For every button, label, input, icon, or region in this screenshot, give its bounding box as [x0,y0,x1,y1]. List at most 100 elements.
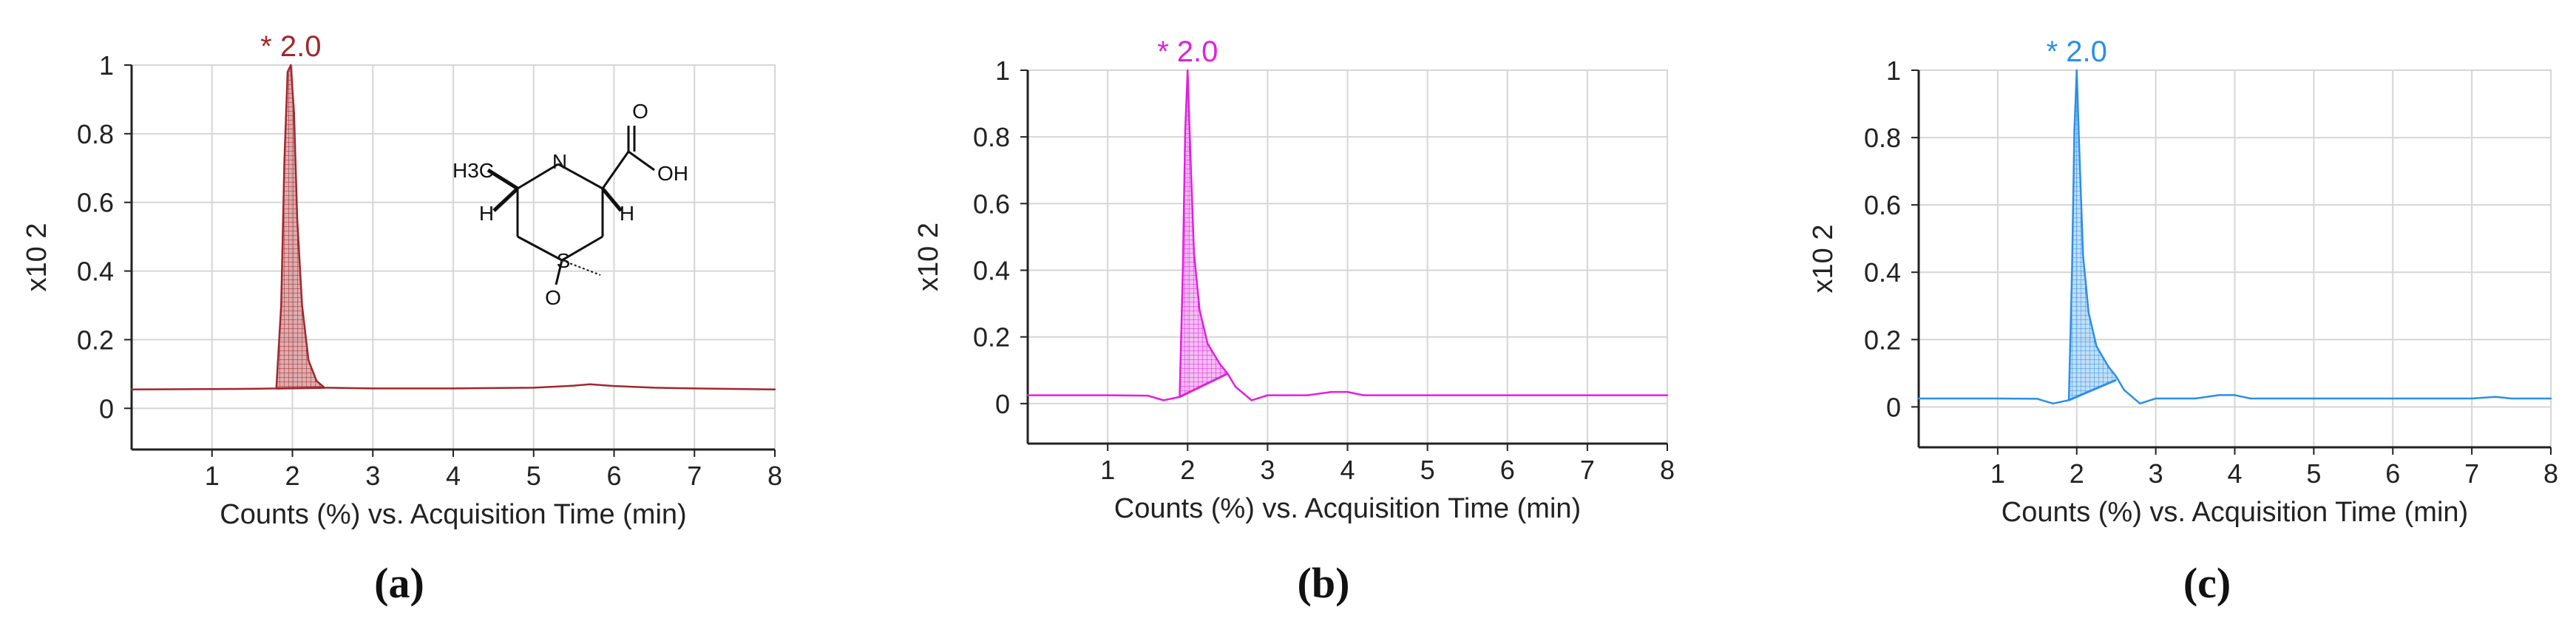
data-point [2123,389,2126,391]
data-point [283,160,285,163]
data-point [315,379,318,382]
x-tick-label: 4 [2227,458,2242,489]
data-point [2313,397,2315,400]
x-tick-label: 5 [526,461,541,491]
data-point [2131,396,2133,398]
data-point [1306,394,1309,396]
data-point [1146,394,1149,397]
y-tick-label: 1 [1886,55,1901,86]
data-point [1182,269,1184,271]
data-point [1506,394,1508,396]
data-point [211,388,213,390]
integration-baseline [1179,372,1228,399]
peak-annotation: * 2.0 [2047,35,2107,68]
data-point [2087,311,2089,314]
data-point [2249,397,2252,400]
y-tick-label: 0.4 [1864,257,1901,288]
data-point [1026,394,1029,396]
data-point [1179,396,1181,399]
structure-label: S [557,249,571,272]
x-tick-label: 5 [1420,455,1435,485]
data-point [2115,376,2118,378]
data-point [1267,394,1269,396]
x-axis-title: Counts (%) vs. Acquisition Time (min) [220,499,686,530]
y-tick-label: 0.2 [973,322,1010,353]
data-point [1242,393,1245,395]
data-point [372,387,374,390]
y-tick-label: 0.4 [973,256,1010,286]
data-point [1189,142,1191,145]
x-tick-label: 7 [1580,455,1595,485]
data-point [1362,394,1365,396]
panel-caption: (c) [2183,559,2231,607]
x-tick-label: 1 [1990,458,2005,489]
data-point [1666,394,1669,396]
peak-area [2069,70,2117,401]
data-point [2073,129,2075,132]
data-point [1346,390,1349,393]
y-axis-title: x10 2 [913,223,944,291]
data-point [2095,345,2098,347]
data-point [2078,143,2081,146]
data-point [1207,342,1209,345]
data-point [1330,390,1333,393]
data-point [130,388,133,390]
y-axis-title: x10 2 [21,223,52,292]
x-tick-label: 6 [2385,458,2400,489]
x-tick-label: 2 [2070,458,2084,489]
data-point [2234,394,2236,396]
y-tick-label: 1 [99,50,114,81]
data-point [2217,394,2220,396]
chart-panel-b: 1 2 3 4 5 6 7 8 0 0.2 0.4 0.6 0.8 1 Counts (%) vs. Acq… [913,35,1675,607]
peak-annotation: * 2.0 [260,30,321,63]
y-tick-label: 0.8 [77,119,114,149]
data-point [2075,69,2078,72]
structure-label: H [479,202,494,225]
data-point [2036,398,2038,400]
data-point [2082,254,2084,257]
structure-label: H3C [453,159,494,182]
x-axis-title: Counts (%) vs. Acquisition Time (min) [2002,497,2468,528]
integration-baseline [276,386,325,390]
x-tick-label: 3 [365,461,380,491]
x-tick-label: 4 [1340,455,1355,485]
data-point [452,387,455,390]
chromatogram-trace [1919,69,2551,405]
structure-label: N [552,150,567,173]
y-tick-label: 0.6 [973,189,1010,219]
structure-label: O [632,100,648,123]
x-tick-label: 5 [2306,458,2321,489]
chart-panel-c: 1 2 3 4 5 6 7 8 0 0.2 0.4 0.6 0.8 1 Counts (%) vs. Acq… [1808,35,2558,607]
data-point [2067,399,2070,401]
data-point [694,387,696,390]
chromatogram-trace [1028,69,1667,401]
data-point [1199,309,1201,311]
data-point [2139,402,2141,405]
x-tick-label: 7 [687,461,702,491]
y-tick-label: 0.6 [1864,190,1901,220]
panel-caption: (b) [1298,559,1350,607]
data-point [308,359,310,362]
data-point [773,388,776,390]
data-point [1250,399,1253,401]
y-tick-label: 0.8 [1864,123,1901,153]
y-tick-label: 0.6 [77,188,114,218]
data-point [1996,397,1999,400]
data-point [2470,397,2473,400]
y-tick-label: 0.8 [973,122,1010,152]
data-point [296,218,299,221]
x-axis-title: Counts (%) vs. Acquisition Time (min) [1114,493,1581,524]
y-tick-label: 1 [995,55,1010,86]
data-point [1193,252,1196,255]
data-point [1184,129,1187,132]
data-point [275,387,277,390]
data-point [2071,271,2073,274]
y-tick-label: 0 [99,393,114,424]
data-point [2052,402,2054,405]
x-tick-label: 8 [2543,458,2558,489]
data-point [2392,397,2394,400]
y-tick-label: 0.2 [1864,325,1901,355]
structure-label: O [545,286,561,309]
